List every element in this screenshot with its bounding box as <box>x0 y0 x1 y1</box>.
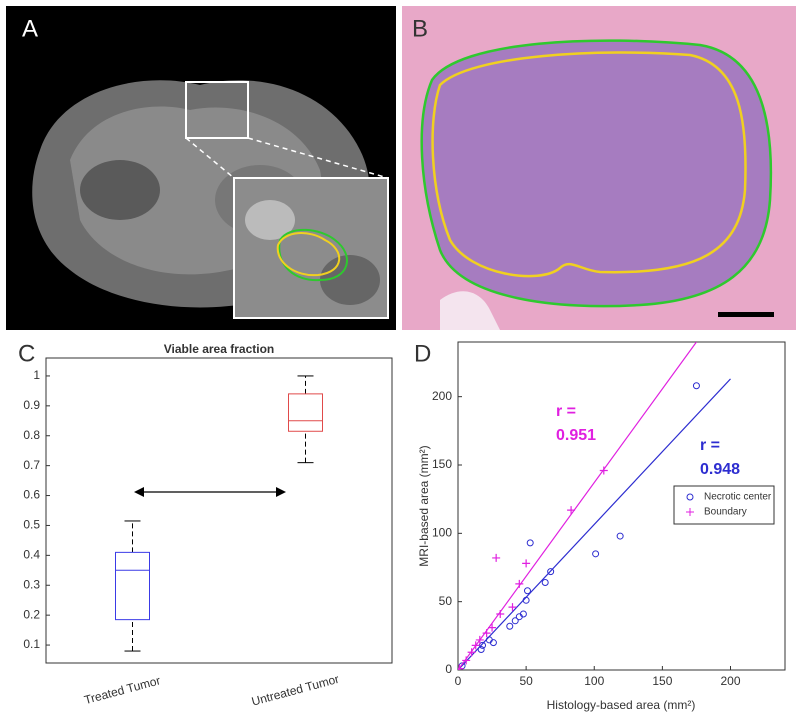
correlation-label: 0.948 <box>700 461 740 478</box>
fit-line <box>458 378 731 670</box>
point <box>616 532 624 540</box>
panel-label: B <box>412 15 428 42</box>
chart-title: Viable area fraction <box>164 342 275 356</box>
point <box>523 587 531 595</box>
correlation-label: r = <box>700 437 720 454</box>
y-tick-label: 200 <box>432 389 452 403</box>
point <box>511 617 519 625</box>
legend-label: Necrotic center <box>704 492 772 503</box>
panel-label: D <box>414 340 431 367</box>
y-tick-label: 0.2 <box>23 607 40 621</box>
point <box>692 382 700 390</box>
y-tick-label: 50 <box>439 594 453 608</box>
y-tick-label: 0.6 <box>23 488 40 502</box>
box <box>115 551 150 621</box>
legend-marker <box>686 508 694 516</box>
point <box>515 579 524 588</box>
y-tick-label: 0.9 <box>23 398 40 412</box>
y-tick-label: 0.8 <box>23 428 40 442</box>
x-tick-label: 200 <box>720 674 740 688</box>
point <box>492 553 501 562</box>
fit-line <box>458 342 697 670</box>
point <box>471 641 480 650</box>
correlation-label: 0.951 <box>556 427 596 444</box>
point <box>599 466 608 475</box>
y-tick-label: 0.7 <box>23 458 40 472</box>
point <box>462 656 471 665</box>
point <box>526 539 534 547</box>
point <box>488 623 497 632</box>
y-tick-label: 0.4 <box>23 548 40 562</box>
x-tick-label: Treated Tumor <box>83 673 162 707</box>
mri-image <box>6 6 396 330</box>
correlation-label: r = <box>556 403 576 420</box>
box <box>288 393 323 432</box>
point <box>567 506 576 515</box>
point <box>508 603 517 612</box>
plot-frame <box>457 341 786 671</box>
point <box>592 550 600 558</box>
point <box>522 596 530 604</box>
y-tick-label: 0 <box>445 662 452 676</box>
y-axis-label: MRI-based area (mm²) <box>417 445 431 566</box>
legend-label: Boundary <box>704 507 747 518</box>
y-tick-label: 100 <box>432 526 452 540</box>
legend-marker <box>686 493 694 501</box>
point <box>475 635 484 644</box>
panel-label: A <box>22 15 38 42</box>
y-tick-label: 0.3 <box>23 577 40 591</box>
point <box>458 664 464 670</box>
double-arrow <box>134 487 286 497</box>
point <box>489 639 497 647</box>
y-tick-label: 0.1 <box>23 637 40 651</box>
point <box>477 646 485 653</box>
point <box>506 622 514 630</box>
point <box>541 579 549 587</box>
plot-area <box>458 342 731 670</box>
panel-label: C <box>18 340 35 367</box>
legend-box <box>673 485 775 525</box>
x-tick-label: 50 <box>519 674 533 688</box>
plot-frame <box>45 357 393 664</box>
y-tick-label: 150 <box>432 457 452 471</box>
x-tick-label: 0 <box>455 674 462 688</box>
x-tick-label: 150 <box>652 674 672 688</box>
point <box>496 609 505 618</box>
histology-image <box>402 6 796 330</box>
x-axis-label: Histology-based area (mm²) <box>547 698 696 712</box>
point <box>522 559 531 568</box>
point <box>547 568 555 576</box>
y-tick-label: 1 <box>33 368 40 382</box>
x-tick-label: Untreated Tumor <box>250 672 341 709</box>
point <box>482 629 491 638</box>
x-tick-label: 100 <box>584 674 604 688</box>
point <box>519 610 527 618</box>
point <box>467 648 476 657</box>
y-tick-label: 0.5 <box>23 518 40 532</box>
